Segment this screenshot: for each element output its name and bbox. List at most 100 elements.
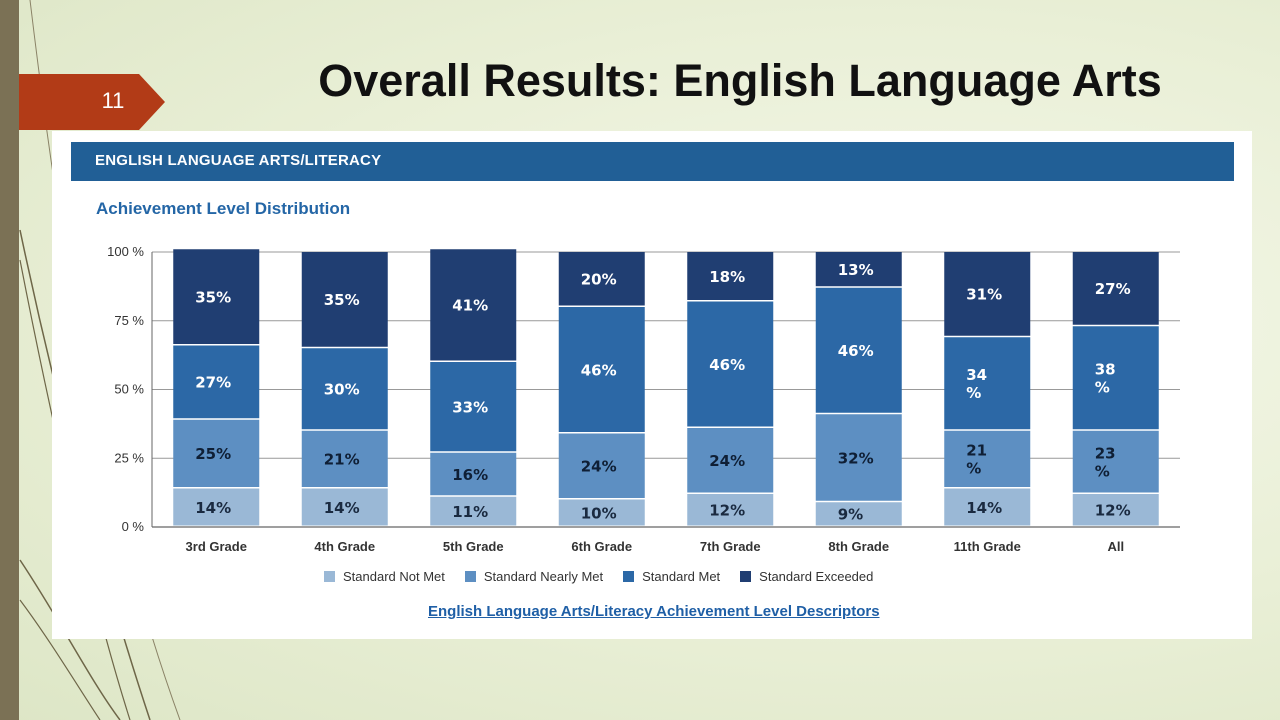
legend-swatch xyxy=(740,570,752,582)
bar-segment xyxy=(687,252,774,300)
descriptors-link[interactable]: English Language Arts/Literacy Achieveme… xyxy=(428,603,880,620)
y-tick-label: 25 % xyxy=(114,450,144,465)
bar-value-label: 13% xyxy=(838,261,874,279)
chart-legend: Standard Not Met Standard Nearly Met Stand… xyxy=(324,566,873,586)
legend-swatch xyxy=(464,570,476,582)
bar-segment xyxy=(301,488,388,526)
bar-value-label: 41% xyxy=(452,297,488,315)
x-category-label: 7th Grade xyxy=(700,539,761,554)
bar-value-label: 14% xyxy=(195,499,231,517)
slide-number-tab xyxy=(19,74,165,130)
bar-value-label: 32% xyxy=(838,449,874,467)
panel-header-text: ENGLISH LANGUAGE ARTS/LITERACY xyxy=(95,152,382,169)
bar-value-label: 14% xyxy=(324,499,360,517)
x-category-label: 4th Grade xyxy=(314,539,375,554)
bar-value-label: 33% xyxy=(452,398,488,416)
bar-value-label: 31% xyxy=(966,286,1002,304)
legend-swatch xyxy=(623,570,635,582)
legend-item: Standard Not Met xyxy=(324,569,445,584)
bar-segment xyxy=(173,345,260,419)
x-category-label: 3rd Grade xyxy=(186,539,247,554)
bar-value-label: 35% xyxy=(195,288,231,306)
bar-segment xyxy=(687,428,774,493)
bar-segment xyxy=(815,287,902,413)
bar-segment xyxy=(430,452,517,496)
x-category-label: 11th Grade xyxy=(954,539,1021,554)
bar-value-label: 14% xyxy=(966,499,1002,517)
bar-segment xyxy=(301,348,388,430)
bar-segment xyxy=(1072,326,1159,430)
bar-segment xyxy=(558,433,645,498)
legend-label: Standard Nearly Met xyxy=(483,568,604,584)
bar-value-label: 35% xyxy=(324,291,360,309)
slide-left-bar xyxy=(0,0,19,720)
bar-segment xyxy=(1072,494,1159,526)
y-tick-label: 75 % xyxy=(114,313,144,328)
bar-segment xyxy=(173,419,260,487)
legend-item: Standard Met xyxy=(623,569,720,584)
bar-value-label: 23% xyxy=(1095,444,1116,480)
panel-header: ENGLISH LANGUAGE ARTS/LITERACY xyxy=(71,142,1234,181)
bar-segment xyxy=(815,414,902,501)
bar-segment xyxy=(430,496,517,526)
y-tick-label: 0 % xyxy=(122,519,145,534)
bar-value-label: 38% xyxy=(1095,361,1116,397)
bar-value-label: 9% xyxy=(838,506,863,524)
bar-value-label: 24% xyxy=(581,458,617,476)
legend-item: Standard Exceeded xyxy=(740,569,873,584)
bar-value-label: 21% xyxy=(966,442,987,478)
bar-segment xyxy=(430,249,517,361)
bar-segment xyxy=(944,430,1031,487)
bar-value-label: 27% xyxy=(195,374,231,392)
bar-value-label: 24% xyxy=(709,452,745,470)
bar-segment xyxy=(301,430,388,487)
legend-label: Standard Not Met xyxy=(343,568,445,584)
legend-swatch xyxy=(324,570,335,582)
bar-value-label: 16% xyxy=(452,466,488,484)
slide-title: Overall Results: English Language Arts xyxy=(318,55,1162,106)
legend-item: Standard Nearly Met xyxy=(464,568,604,584)
bar-segment xyxy=(687,301,774,427)
bar-value-label: 18% xyxy=(709,268,745,286)
bar-value-label: 27% xyxy=(1095,280,1131,298)
stacked-bar-chart: 0 % 25 % 50 % 75 % 100 % 14% 25% 27% 35% 3rd Grad… xyxy=(107,244,1180,554)
bar-value-label: 34% xyxy=(966,366,987,402)
bar-segment xyxy=(815,252,902,287)
bar-value-label: 20% xyxy=(581,271,617,289)
bar-segment xyxy=(1072,252,1159,325)
bar-value-label: 21% xyxy=(324,451,360,469)
slide-number: 11 xyxy=(101,88,125,113)
bar-value-label: 30% xyxy=(324,381,360,399)
bar-value-label: 11% xyxy=(452,503,488,521)
bar-value-label: 10% xyxy=(581,504,617,522)
bar-value-label: 46% xyxy=(581,361,617,379)
bar-value-label: 46% xyxy=(709,356,745,374)
y-tick-label: 50 % xyxy=(114,382,144,397)
bar-segment xyxy=(558,307,645,432)
bar-segment xyxy=(1072,430,1159,493)
bar-segment xyxy=(558,499,645,526)
bar-value-label: 12% xyxy=(709,502,745,520)
bar-segment xyxy=(815,502,902,526)
x-category-label: 8th Grade xyxy=(828,539,889,554)
bar-segment xyxy=(301,252,388,347)
legend-label: Standard Met xyxy=(642,568,721,584)
bar-segment xyxy=(173,249,260,344)
x-category-label: 5th Grade xyxy=(443,539,504,554)
bar-segment xyxy=(687,494,774,526)
bar-segment xyxy=(558,252,645,306)
bar-value-label: 25% xyxy=(195,445,231,463)
bar-segment xyxy=(944,337,1031,430)
y-tick-label: 100 % xyxy=(107,244,144,259)
legend-label: Standard Exceeded xyxy=(759,568,874,584)
bar-segment xyxy=(173,488,260,526)
chart-subtitle: Achievement Level Distribution xyxy=(96,199,351,218)
x-category-label: All xyxy=(1107,539,1124,554)
bar-value-label: 46% xyxy=(838,342,874,360)
bar-segment xyxy=(944,252,1031,336)
bar-segment xyxy=(430,362,517,452)
bar-segment xyxy=(944,488,1031,526)
x-category-label: 6th Grade xyxy=(571,539,632,554)
bar-value-label: 12% xyxy=(1095,502,1131,520)
chart-panel: ENGLISH LANGUAGE ARTS/LITERACY Achieveme… xyxy=(52,131,1252,639)
